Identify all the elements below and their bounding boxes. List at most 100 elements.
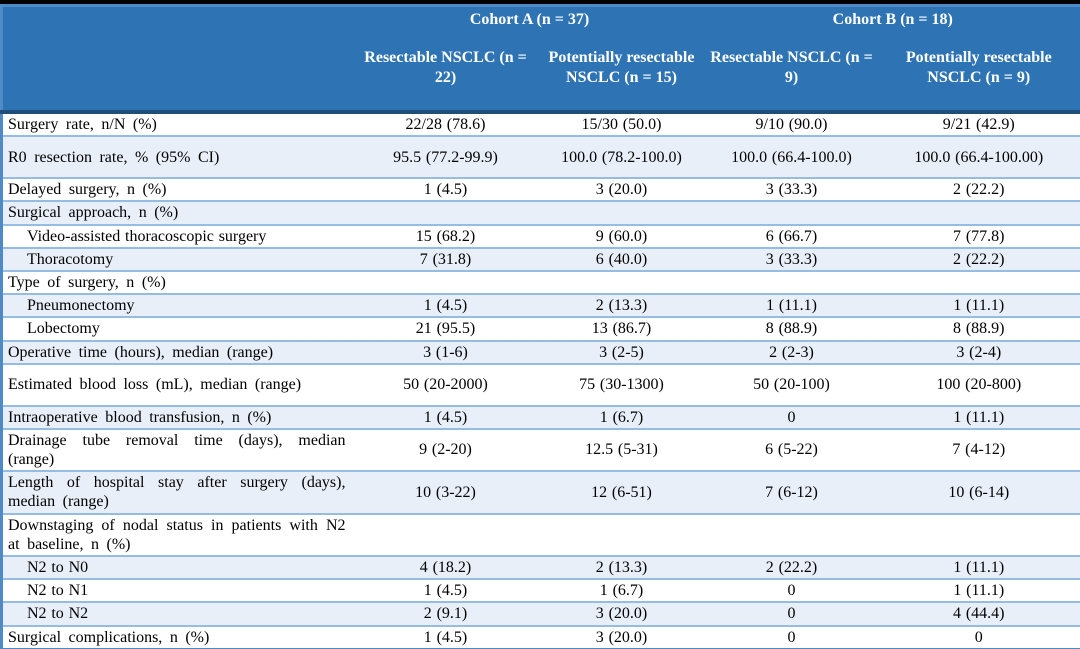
row-label: Estimated blood loss (mL), median (range… [1, 362, 354, 406]
value-cell: 3 (20.0) [537, 601, 706, 626]
value-cell: 7 (77.8) [877, 223, 1080, 248]
value-cell: 100.0 (66.4-100.0) [705, 135, 878, 179]
table-row: R0 resection rate, % (95% CI) 95.5 (77.2-… [1, 135, 1080, 179]
value-cell [877, 512, 1080, 556]
value-cell: 9 (2-20) [353, 427, 538, 472]
table-row: N2 to N2 2 (9.1) 3 (20.0) 0 4 (44.4) [1, 601, 1080, 626]
value-cell [537, 200, 706, 225]
table-row: Video-assisted thoracoscopic surgery 15 (… [1, 223, 1080, 248]
table-row: Downstaging of nodal status in patients … [1, 512, 1080, 556]
value-cell: 6 (5-22) [705, 427, 878, 472]
row-label: Thoracotomy [1, 246, 354, 271]
table-row: Pneumonectomy 1 (4.5) 2 (13.3) 1 (11.1) 1 (1… [1, 293, 1080, 318]
table-row: Estimated blood loss (mL), median (range… [1, 362, 1080, 406]
value-cell: 0 [705, 624, 878, 649]
value-cell [353, 200, 538, 225]
table-row: Surgical approach, n (%) [1, 200, 1080, 225]
value-cell: 1 (4.5) [353, 578, 538, 603]
value-cell: 2 (13.3) [537, 554, 706, 580]
value-cell: 1 (4.5) [353, 293, 538, 318]
table-row: Drainage tube removal time (days), media… [1, 427, 1080, 472]
row-label: Delayed surgery, n (%) [1, 177, 354, 202]
row-label: Drainage tube removal time (days), media… [1, 427, 354, 472]
value-cell: 7 (6-12) [705, 470, 878, 514]
value-cell: 15/30 (50.0) [581, 116, 662, 133]
table-row: Lobectomy 21 (95.5) 13 (86.7) 8 (88.9) 8 (88… [1, 316, 1080, 341]
value-cell: 9/21 (42.9) [942, 116, 1015, 133]
value-cell: 50 (20-100) [705, 362, 878, 406]
value-cell: 100 (20-800) [877, 362, 1080, 406]
value-cell: 3 (20.0) [537, 624, 706, 649]
cohort-a-header: Cohort A (n = 37) [353, 5, 706, 32]
table-row: Delayed surgery, n (%) 1 (4.5) 3 (20.0) 3 (… [1, 177, 1080, 202]
column-header-potentially-resectable-b: Potentially resectable NSCLC (n = 9) [877, 32, 1080, 112]
value-cell: 15 (68.2) [353, 223, 538, 248]
value-cell: 3 (33.3) [705, 177, 878, 202]
table-row: Intraoperative blood transfusion, n (%) 1… [1, 404, 1080, 429]
value-cell: 1 (11.1) [877, 578, 1080, 603]
value-cell: 100.0 (66.4-100.00) [877, 135, 1080, 179]
row-label: Surgery rate, n/N (%) [8, 116, 157, 133]
value-cell: 3 (1-6) [353, 339, 538, 364]
value-cell [353, 269, 538, 295]
row-label: R0 resection rate, % (95% CI) [1, 135, 354, 179]
row-label: Operative time (hours), median (range) [1, 339, 354, 364]
value-cell [537, 512, 706, 556]
value-cell: 7 (31.8) [353, 246, 538, 271]
row-label: Surgical approach, n (%) [1, 200, 354, 225]
value-cell [705, 200, 878, 225]
value-cell: 10 (6-14) [877, 470, 1080, 514]
row-label: Type of surgery, n (%) [1, 269, 354, 295]
value-cell: 2 (13.3) [537, 293, 706, 318]
value-cell: 2 (22.2) [705, 554, 878, 580]
value-cell: 10 (3-22) [353, 470, 538, 514]
row-label: Pneumonectomy [1, 293, 354, 318]
value-cell: 0 [705, 578, 878, 603]
value-cell: 0 [705, 601, 878, 626]
cohort-group-row: Cohort A (n = 37) Cohort B (n = 18) [1, 5, 1080, 112]
value-cell [537, 269, 706, 295]
column-header-resectable-a: Resectable NSCLC (n = 22) [353, 32, 538, 112]
row-label: Intraoperative blood transfusion, n (%) [1, 404, 354, 429]
value-cell: 6 (66.7) [705, 223, 878, 248]
value-cell [705, 269, 878, 295]
table-row: N2 to N0 4 (18.2) 2 (13.3) 2 (22.2) 1 (11.1) [1, 554, 1080, 580]
value-cell: 1 (11.1) [877, 293, 1080, 318]
value-cell: 3 (2-5) [537, 339, 706, 364]
value-cell [353, 512, 538, 556]
value-cell: 50 (20-2000) [353, 362, 538, 406]
value-cell: 7 (4-12) [877, 427, 1080, 472]
table-row: Surgical complications, n (%) 1 (4.5) 3 (2… [1, 624, 1080, 649]
value-cell [877, 200, 1080, 225]
table-row: N2 to N1 1 (4.5) 1 (6.7) 0 1 (11.1) [1, 578, 1080, 603]
value-cell: 1 (11.1) [705, 293, 878, 318]
cohort-b-header: Cohort B (n = 18) [705, 5, 1080, 32]
value-cell: 9/10 (90.0) [755, 116, 828, 133]
column-header-potentially-resectable-a: Potentially resectable NSCLC (n = 15) [537, 32, 706, 112]
value-cell: 3 (33.3) [705, 246, 878, 271]
value-cell: 8 (88.9) [705, 316, 878, 341]
row-label: N2 to N2 [1, 601, 354, 626]
table-body: Surgery rate, n/N (%) 22/28 (78.6) 15/30 (… [1, 112, 1080, 649]
surgical-outcomes-table: Cohort A (n = 37) Cohort B (n = 18) Rese… [0, 4, 1080, 649]
value-cell: 13 (86.7) [537, 316, 706, 341]
value-cell: 8 (88.9) [877, 316, 1080, 341]
value-cell: 2 (9.1) [353, 601, 538, 626]
value-cell: 21 (95.5) [353, 316, 538, 341]
value-cell: 12.5 (5-31) [537, 427, 706, 472]
value-cell: 4 (18.2) [353, 554, 538, 580]
table-row: Surgery rate, n/N (%) 22/28 (78.6) 15/30 (… [2, 112, 1080, 136]
row-label: Lobectomy [1, 316, 354, 341]
value-cell: 1 (4.5) [353, 624, 538, 649]
table-row: Operative time (hours), median (range) 3 … [1, 339, 1080, 364]
value-cell: 1 (11.1) [877, 554, 1080, 580]
value-cell: 2 (2-3) [705, 339, 878, 364]
row-label: Video-assisted thoracoscopic surgery [1, 223, 354, 248]
value-cell: 0 [877, 624, 1080, 649]
value-cell: 3 (20.0) [537, 177, 706, 202]
table-header: Cohort A (n = 37) Cohort B (n = 18) Rese… [1, 5, 1080, 112]
value-cell: 1 (6.7) [537, 404, 706, 429]
row-label: Surgical complications, n (%) [1, 624, 354, 649]
table-row: Thoracotomy 7 (31.8) 6 (40.0) 3 (33.3) 2 (22… [1, 246, 1080, 271]
value-cell: 2 (22.2) [877, 246, 1080, 271]
